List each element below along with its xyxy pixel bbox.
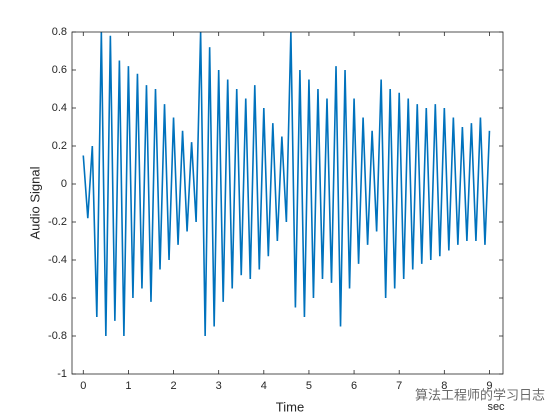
y-tick-label: -0.4 <box>48 254 67 266</box>
x-tick-label: 9 <box>486 380 492 392</box>
y-tick-label: 0.2 <box>52 140 67 152</box>
watermark: 算法工程师的学习日志 <box>415 387 545 402</box>
y-axis-label: Audio Signal <box>27 166 42 239</box>
y-tick-label: -0.6 <box>48 292 67 304</box>
x-tick-label: 0 <box>80 380 86 392</box>
y-tick-label: -0.8 <box>48 330 67 342</box>
x-axis-unit: sec <box>487 401 505 413</box>
y-tick-label: 0.6 <box>52 64 67 76</box>
y-tick-label: -1 <box>57 368 67 380</box>
x-tick-label: 1 <box>125 380 131 392</box>
x-axis-label: Time <box>276 399 304 414</box>
x-tick-label: 2 <box>170 380 176 392</box>
signal-line <box>82 31 491 337</box>
x-tick-label: 8 <box>441 380 447 392</box>
y-tick-label: -0.2 <box>48 216 67 228</box>
x-tick-label: 3 <box>216 380 222 392</box>
y-tick-label: 0.8 <box>52 26 67 38</box>
x-tick-label: 4 <box>261 380 267 392</box>
y-tick-label: 0 <box>61 178 67 190</box>
x-tick-label: 7 <box>396 380 402 392</box>
y-tick-label: 0.4 <box>52 102 67 114</box>
plot-frame <box>71 31 504 375</box>
x-tick-label: 5 <box>306 380 312 392</box>
x-tick-label: 6 <box>351 380 357 392</box>
